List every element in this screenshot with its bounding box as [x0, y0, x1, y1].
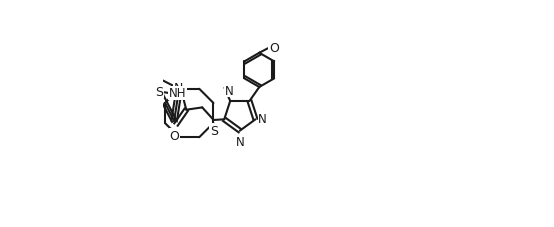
Text: NH: NH	[169, 87, 187, 100]
Text: N: N	[258, 112, 267, 125]
Text: N: N	[173, 82, 183, 95]
Text: O: O	[169, 129, 179, 142]
Text: O: O	[269, 42, 279, 54]
Text: S: S	[210, 125, 218, 138]
Text: N: N	[225, 84, 233, 97]
Text: N: N	[235, 135, 244, 148]
Text: S: S	[156, 85, 163, 98]
